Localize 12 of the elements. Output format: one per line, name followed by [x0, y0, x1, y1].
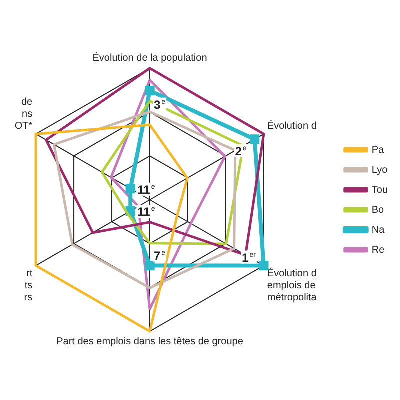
spoke-label: Évolution d emplois de métropolita — [267, 268, 318, 304]
legend-label: Bo — [372, 204, 385, 216]
legend-label: Pa — [372, 144, 385, 156]
spoke-label: Évolution d — [267, 120, 317, 132]
spoke-label: Part des emplois dans les têtes de groupe — [56, 336, 244, 348]
spoke-label: Évolution de la population — [92, 52, 208, 64]
spoke-label: de ns OT* — [14, 96, 34, 132]
legend-label: Tou — [372, 184, 388, 196]
legend-label: Lyo — [372, 164, 388, 176]
spoke-label: rt ts rs — [24, 268, 33, 304]
legend-label: Na — [372, 224, 386, 236]
legend-label: Re — [372, 244, 386, 256]
